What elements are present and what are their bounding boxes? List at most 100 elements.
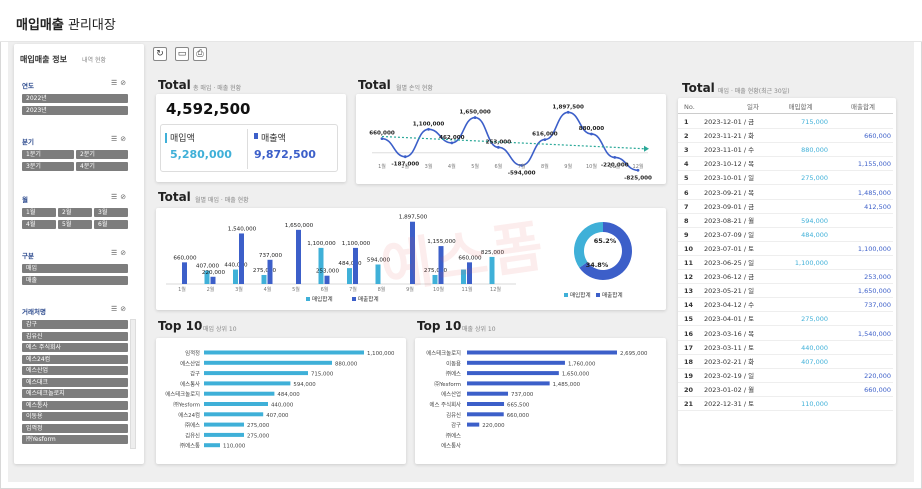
filter-item[interactable]: 에스통사: [22, 400, 128, 410]
table-row[interactable]: 6 2023-09-21 / 목 1,485,000: [678, 186, 893, 200]
filter-item[interactable]: 3월: [94, 208, 128, 217]
monthly-data-label: 660,000: [458, 255, 482, 261]
filter-item[interactable]: 김유신: [22, 331, 128, 341]
table-row[interactable]: 21 2022-12-31 / 토 110,000: [678, 397, 893, 411]
table-row[interactable]: 20 2023-01-02 / 월 660,000: [678, 383, 893, 397]
table-row[interactable]: 9 2023-07-09 / 일 484,000: [678, 228, 893, 242]
legend-label: 매출합계: [358, 295, 379, 303]
refresh-button[interactable]: ↻: [153, 47, 167, 61]
hbar: [204, 402, 268, 406]
table-row[interactable]: 1 2023-12-01 / 금 715,000: [678, 115, 893, 129]
filter-icons[interactable]: ☰⊘: [111, 193, 130, 201]
filter-item[interactable]: 에스 주식회사: [22, 343, 128, 352]
filter-item[interactable]: 에스테크놀로지: [22, 389, 128, 398]
row-sales: 1,650,000: [857, 287, 891, 296]
table-row[interactable]: 15 2023-04-01 / 토 275,000: [678, 312, 893, 327]
table-row[interactable]: 7 2023-09-01 / 금 412,500: [678, 200, 893, 214]
filter-item[interactable]: 6월: [94, 220, 128, 229]
row-purchase: 440,000: [801, 343, 828, 352]
save-button[interactable]: ▭: [175, 47, 189, 61]
filter-icons[interactable]: ☰⊘: [111, 249, 130, 257]
monthly-bar: [347, 268, 352, 284]
table-row[interactable]: 17 2023-03-11 / 토 440,000: [678, 341, 893, 355]
table-row[interactable]: 8 2023-08-21 / 월 594,000: [678, 214, 893, 228]
monthly-bar: [296, 229, 301, 284]
table-row[interactable]: 10 2023-07-01 / 토 1,100,000: [678, 242, 893, 256]
hbar-value: 594,000: [293, 382, 316, 388]
table-row[interactable]: 5 2023-10-01 / 일 275,000: [678, 171, 893, 186]
filter-item[interactable]: 2023년: [22, 106, 128, 115]
filter-item[interactable]: 에스24컴: [22, 354, 128, 364]
table-header-cell: 매입합계: [788, 103, 813, 111]
filter-item[interactable]: 2분기: [76, 150, 128, 159]
profit-x-tick: 5월: [471, 163, 479, 170]
filter-item[interactable]: 임꺽정: [22, 423, 128, 433]
hbar: [204, 391, 275, 396]
hbar-value: 880,000: [335, 361, 358, 367]
filter-icons[interactable]: ☰⊘: [111, 305, 130, 313]
filter-item[interactable]: 2022년: [22, 94, 128, 103]
hbar-category: ㈜에스통: [180, 442, 200, 450]
total-card: 4,592,500 매입액 5,280,000 매출액 9,872,500: [156, 94, 346, 182]
table-row[interactable]: 11 2023-06-25 / 일 1,100,000: [678, 256, 893, 270]
donut-legend-swatch: [596, 293, 600, 297]
table-row[interactable]: 16 2023-03-16 / 목 1,540,000: [678, 327, 893, 341]
filter-item[interactable]: ㈜Yesform: [22, 435, 128, 444]
hbar-category: ㈜Yesform: [434, 380, 461, 388]
filter-item[interactable]: 에스대크: [22, 377, 128, 387]
row-no: 20: [684, 385, 694, 394]
page-title: 매입매출 관리대장: [16, 14, 116, 33]
filter-item[interactable]: 5월: [58, 220, 92, 229]
row-no: 9: [684, 230, 689, 239]
filter-item[interactable]: 3분기: [22, 162, 74, 171]
filter-item[interactable]: 1월: [22, 208, 56, 217]
table-row[interactable]: 4 2023-10-12 / 목 1,155,000: [678, 157, 893, 172]
filter-item[interactable]: 이동용: [22, 412, 128, 421]
table-row[interactable]: 14 2023-04-12 / 수 737,000: [678, 298, 893, 313]
hbar: [204, 350, 364, 355]
table-row[interactable]: 18 2023-02-21 / 화 407,000: [678, 355, 893, 369]
filter-item[interactable]: 2월: [58, 208, 92, 217]
profit-card: 660,000 1월 -187,000 2월 1,100,000 3월 462,000 4월 1…: [356, 94, 666, 184]
row-purchase: 407,000: [801, 357, 828, 366]
table-row[interactable]: 13 2023-05-21 / 일 1,650,000: [678, 284, 893, 299]
profit-data-label: -220,000: [601, 162, 629, 168]
monthly-bar: [239, 233, 244, 284]
hbar-category: 에스통사: [180, 380, 200, 388]
hbar-category: ㈜에스: [446, 370, 461, 378]
row-date: 2023-07-09 / 일: [704, 230, 755, 239]
profit-series-line: [381, 111, 639, 172]
filter-item[interactable]: 4분기: [76, 162, 128, 171]
table-row[interactable]: 2 2023-11-21 / 화 660,000: [678, 129, 893, 144]
filter-item[interactable]: 4월: [22, 220, 56, 229]
profit-point: [403, 155, 407, 159]
row-no: 6: [684, 188, 689, 197]
hbar-category: 임꺽정: [185, 349, 200, 357]
profit-point: [380, 137, 384, 141]
monthly-data-label: 1,540,000: [228, 226, 257, 232]
monthly-bar: [210, 276, 216, 284]
filter-item[interactable]: 1분기: [22, 150, 74, 159]
profit-data-label: -825,000: [624, 175, 652, 181]
profit-x-tick: 1월: [378, 163, 386, 170]
monthly-x-tick: 8월: [378, 286, 386, 293]
table-row[interactable]: 19 2023-02-19 / 일 220,000: [678, 369, 893, 383]
table-row[interactable]: 3 2023-11-01 / 수 880,000: [678, 143, 893, 158]
profit-title: Total: [358, 78, 391, 92]
monthly-data-label: 594,000: [367, 258, 391, 264]
monthly-bar: [318, 247, 324, 284]
filter-scrollbar[interactable]: [130, 319, 136, 449]
filter-item[interactable]: 매출: [22, 276, 128, 285]
table-row[interactable]: 12 2023-06-12 / 금 253,000: [678, 270, 893, 285]
filter-item[interactable]: 에스산업: [22, 366, 128, 375]
print-button[interactable]: ⎙: [193, 47, 207, 61]
monthly-data-label: 253,000: [316, 269, 340, 275]
filter-icons[interactable]: ☰⊘: [111, 135, 130, 143]
filter-item[interactable]: 매입: [22, 264, 128, 273]
legend-swatch: [352, 297, 356, 301]
filter-icons[interactable]: ☰⊘: [111, 79, 130, 87]
hbar-value: 715,000: [311, 372, 334, 378]
profit-point: [613, 155, 617, 159]
filter-item[interactable]: 감구: [22, 320, 128, 329]
recent-card: No. 일자 매입합계 매출합계 1 2023-12-01 / 금 715,000 2 2023…: [678, 98, 896, 464]
